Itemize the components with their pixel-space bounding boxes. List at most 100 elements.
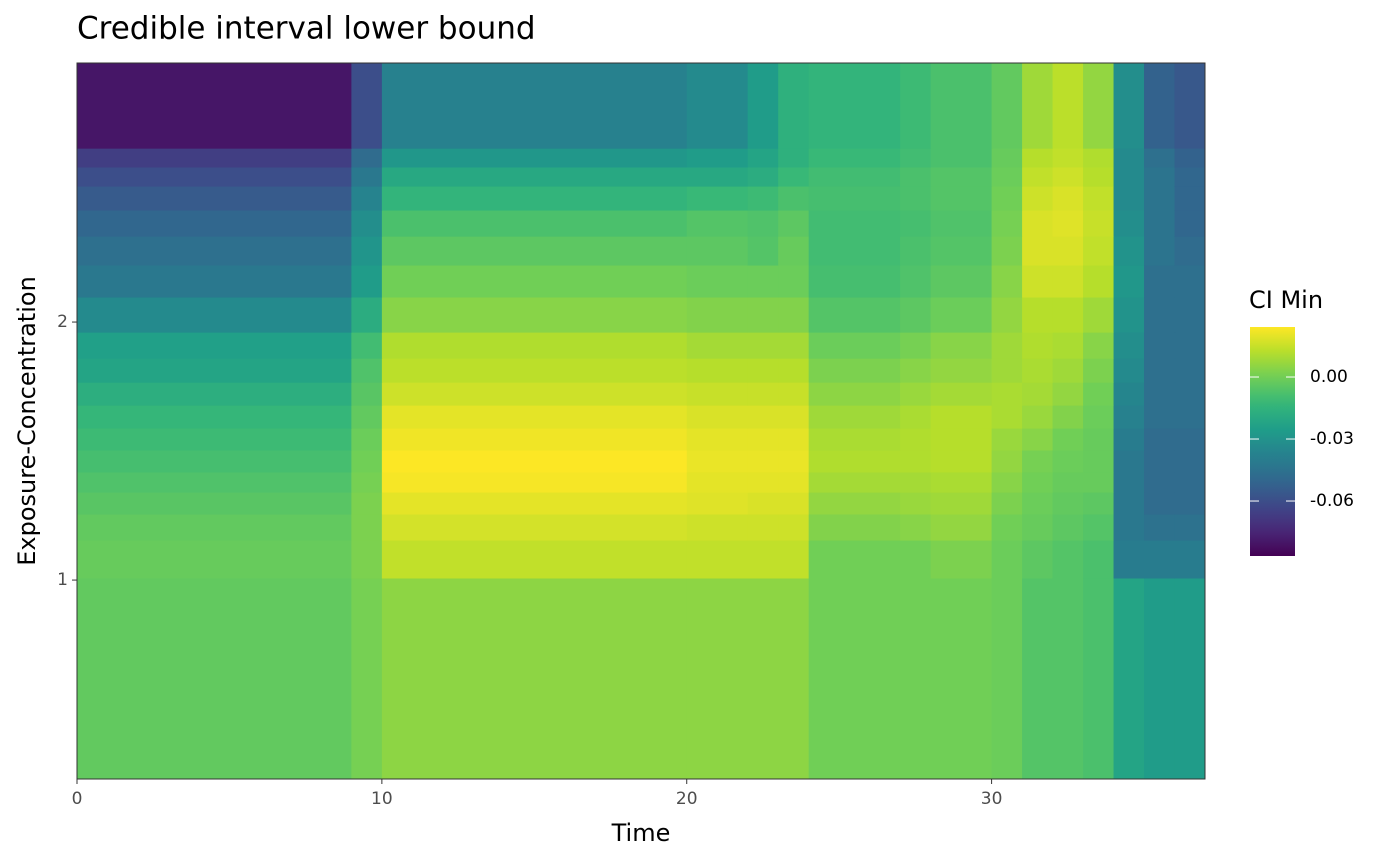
heat-cell xyxy=(1022,210,1054,237)
heat-cell xyxy=(1083,236,1115,266)
heat-cell xyxy=(381,332,688,359)
heat-cell xyxy=(686,297,749,333)
heat-cell xyxy=(351,63,383,149)
heat-cell xyxy=(930,332,993,359)
heat-cell xyxy=(1113,358,1145,383)
heat-cell xyxy=(686,578,749,780)
heat-cell xyxy=(991,382,1023,406)
y-axis-title: Exposure-Concentration xyxy=(13,276,41,566)
heat-cell xyxy=(381,540,688,579)
heat-cell xyxy=(1113,578,1145,780)
heat-cell xyxy=(1174,471,1206,493)
heat-cell xyxy=(1174,166,1206,187)
heat-cell xyxy=(77,210,352,237)
heat-cell xyxy=(1174,186,1206,211)
heat-cell xyxy=(381,358,688,383)
legend-title: CI Min xyxy=(1249,286,1323,314)
heat-cell xyxy=(1144,578,1176,780)
heat-cell xyxy=(747,471,779,493)
heat-cell xyxy=(686,236,749,266)
heat-cell xyxy=(1022,514,1054,541)
heat-cell xyxy=(77,332,352,359)
heat-cell xyxy=(1022,540,1054,579)
heat-cell xyxy=(991,578,1023,780)
heat-cell xyxy=(991,265,1023,298)
heat-cell xyxy=(1113,297,1145,333)
heat-cell xyxy=(808,166,901,187)
heat-cell xyxy=(1174,210,1206,237)
heat-cell xyxy=(1052,540,1084,579)
x-axis-title: Time xyxy=(611,819,671,847)
heat-cell xyxy=(77,428,352,451)
heat-cell xyxy=(1113,540,1145,579)
heat-cell xyxy=(1052,63,1084,149)
heat-cell xyxy=(686,358,749,383)
heat-cell xyxy=(351,358,383,383)
heat-cell xyxy=(1144,382,1176,406)
heat-cell xyxy=(1144,540,1176,579)
heat-cell xyxy=(778,471,810,493)
heat-cell xyxy=(1052,428,1084,451)
heat-cell xyxy=(991,332,1023,359)
heat-cell xyxy=(930,186,993,211)
heat-cell xyxy=(1083,166,1115,187)
heat-cell xyxy=(1052,450,1084,473)
heat-cell xyxy=(77,297,352,333)
heat-cell xyxy=(1083,514,1115,541)
heat-cell xyxy=(930,450,993,473)
heat-cell xyxy=(1022,428,1054,451)
heat-cell xyxy=(351,428,383,451)
heat-cell xyxy=(1144,148,1176,168)
heat-cell xyxy=(900,63,932,149)
heat-cell xyxy=(686,265,749,298)
heat-cell xyxy=(1113,148,1145,168)
heat-cell xyxy=(808,428,901,451)
heat-cell xyxy=(1113,210,1145,237)
heat-cell xyxy=(1083,540,1115,579)
heat-cell xyxy=(686,332,749,359)
heat-cell xyxy=(747,148,779,168)
heat-cell xyxy=(351,265,383,298)
heat-cell xyxy=(686,492,749,515)
heat-cell xyxy=(1113,492,1145,515)
heat-cell xyxy=(808,297,901,333)
heat-cell xyxy=(747,358,779,383)
heat-cell xyxy=(1052,236,1084,266)
heat-cell xyxy=(1113,428,1145,451)
colorbar-tick-label: -0.03 xyxy=(1310,429,1354,449)
heat-cell xyxy=(381,148,688,168)
heat-cell xyxy=(351,492,383,515)
heat-cell xyxy=(381,382,688,406)
heat-cell xyxy=(747,332,779,359)
heat-cell xyxy=(1174,297,1206,333)
heat-cell xyxy=(1144,166,1176,187)
heat-cell xyxy=(1022,492,1054,515)
heat-cell xyxy=(77,148,352,168)
heat-cell xyxy=(778,297,810,333)
heat-cell xyxy=(686,540,749,579)
heat-cell xyxy=(991,540,1023,579)
heat-cell xyxy=(1052,492,1084,515)
colorbar-tick-label: 0.00 xyxy=(1310,367,1348,387)
heat-cell xyxy=(930,492,993,515)
heat-cell xyxy=(351,450,383,473)
heat-cell xyxy=(1052,578,1084,780)
heat-cell xyxy=(381,514,688,541)
heat-cell xyxy=(808,514,901,541)
heat-cell xyxy=(1113,332,1145,359)
heat-cell xyxy=(1174,428,1206,451)
heat-cell xyxy=(1022,265,1054,298)
heat-cell xyxy=(1174,358,1206,383)
heat-cell xyxy=(778,166,810,187)
heat-cell xyxy=(381,186,688,211)
heat-cell xyxy=(778,332,810,359)
heat-cell xyxy=(991,63,1023,149)
heat-cell xyxy=(1144,236,1176,266)
heat-cell xyxy=(1022,166,1054,187)
heat-cell xyxy=(351,578,383,780)
heat-cell xyxy=(1083,332,1115,359)
heat-cell xyxy=(1022,63,1054,149)
heat-cell xyxy=(1052,332,1084,359)
heat-cell xyxy=(1083,186,1115,211)
